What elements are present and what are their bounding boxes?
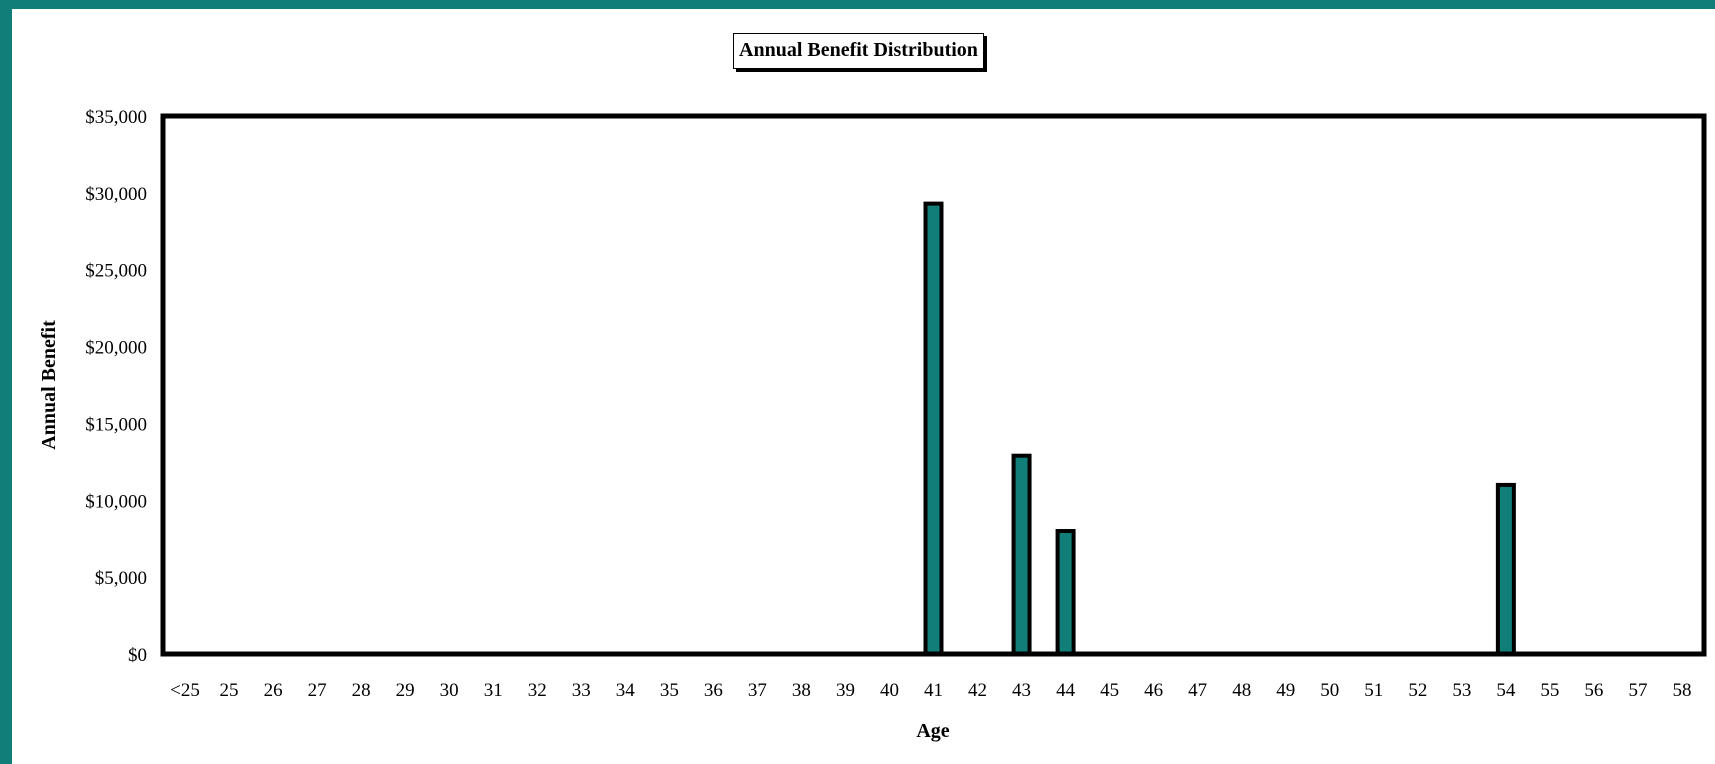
y-tick-label: $5,000: [95, 568, 147, 589]
x-tick-label: 35: [660, 680, 679, 701]
x-tick-label: 54: [1496, 680, 1516, 701]
x-tick-label: 51: [1364, 680, 1383, 701]
x-tick-label: 47: [1188, 680, 1207, 701]
bar-age-54: [1495, 482, 1516, 656]
x-tick-label: 52: [1408, 680, 1427, 701]
x-tick-label: 28: [352, 680, 371, 701]
x-tick-label: 30: [440, 680, 459, 701]
chart-title: Annual Benefit Distribution: [733, 33, 984, 69]
bar-age-43: [1011, 453, 1032, 656]
x-tick-label: <25: [170, 680, 200, 701]
y-tick-label: $0: [128, 645, 147, 666]
x-tick-label: 44: [1056, 680, 1076, 701]
x-tick-label: 36: [704, 680, 723, 701]
y-axis-title: Annual Benefit: [38, 320, 60, 450]
x-tick-label: 34: [616, 680, 636, 701]
x-tick-label: 25: [220, 680, 239, 701]
y-tick-label: $30,000: [85, 184, 147, 205]
plot-area-border: [160, 113, 1707, 657]
bar-age-41: [923, 201, 944, 656]
x-tick-label: 53: [1452, 680, 1471, 701]
y-tick-label: $25,000: [85, 261, 147, 282]
x-tick-label: 43: [1012, 680, 1031, 701]
x-tick-label: 50: [1320, 680, 1339, 701]
x-tick-label: 45: [1100, 680, 1119, 701]
y-tick-label: $35,000: [85, 107, 147, 128]
x-tick-label: 37: [748, 680, 767, 701]
x-tick-label: 32: [528, 680, 547, 701]
x-tick-label: 55: [1540, 680, 1559, 701]
bar-age-44: [1055, 529, 1076, 656]
x-tick-label: 42: [968, 680, 987, 701]
y-tick-label: $15,000: [85, 414, 147, 435]
x-axis-title: Age: [916, 720, 949, 742]
x-tick-label: 39: [836, 680, 855, 701]
y-tick-label: $10,000: [85, 491, 147, 512]
x-tick-label: 26: [264, 680, 283, 701]
x-tick-label: 58: [1672, 680, 1691, 701]
x-tick-label: 33: [572, 680, 591, 701]
x-tick-label: 57: [1628, 680, 1647, 701]
x-tick-label: 48: [1232, 680, 1251, 701]
x-tick-label: 31: [484, 680, 503, 701]
x-tick-label: 49: [1276, 680, 1295, 701]
x-tick-label: 41: [924, 680, 943, 701]
x-tick-label: 38: [792, 680, 811, 701]
x-tick-label: 56: [1584, 680, 1603, 701]
x-tick-label: 29: [396, 680, 415, 701]
x-tick-label: 40: [880, 680, 899, 701]
x-tick-label: 46: [1144, 680, 1163, 701]
y-tick-label: $20,000: [85, 338, 147, 359]
x-tick-label: 27: [308, 680, 327, 701]
